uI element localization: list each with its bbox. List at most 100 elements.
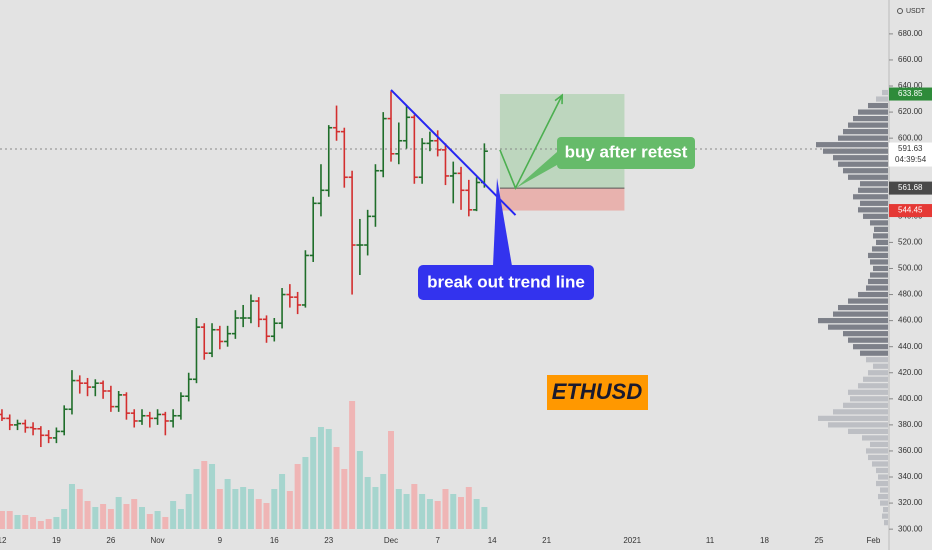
profile-bar xyxy=(866,285,888,291)
profile-bar xyxy=(876,239,888,246)
last-price-tag: 591.63 xyxy=(898,144,923,153)
y-tick-label: 620.00 xyxy=(898,107,923,116)
volume-bar xyxy=(356,451,363,529)
y-tick-label: 340.00 xyxy=(898,472,923,481)
profile-bar xyxy=(843,402,888,408)
profile-bar xyxy=(868,252,888,259)
x-tick-label: 9 xyxy=(218,536,223,545)
profile-bar xyxy=(843,129,888,135)
volume-bar xyxy=(154,511,161,529)
volume-bar xyxy=(131,499,138,529)
volume-bar xyxy=(240,487,247,529)
profile-bar xyxy=(862,435,888,441)
volume-bar xyxy=(403,494,410,529)
volume-bar xyxy=(22,515,29,529)
profile-bar xyxy=(866,448,888,454)
volume-bar xyxy=(465,487,472,529)
volume-bar xyxy=(271,489,278,529)
buy-box xyxy=(557,137,695,169)
volume-bar xyxy=(170,501,177,529)
volume-bar xyxy=(232,489,239,529)
profile-bar xyxy=(868,454,888,461)
volume-bar xyxy=(263,503,270,529)
volume-bar xyxy=(364,477,371,529)
profile-bar xyxy=(838,135,888,141)
volume-bar xyxy=(201,461,208,529)
volume-bar xyxy=(76,489,83,529)
volume-bar xyxy=(84,501,91,529)
profile-bar xyxy=(882,89,888,96)
y-tick-label: 640.00 xyxy=(898,81,923,90)
y-tick-label: 400.00 xyxy=(898,394,923,403)
y-tick-label: 300.00 xyxy=(898,524,923,533)
volume-bar xyxy=(458,497,465,529)
profile-bar xyxy=(878,493,888,500)
volume-bar xyxy=(473,499,480,529)
y-tick-label: 380.00 xyxy=(898,420,923,429)
y-tick-label: 420.00 xyxy=(898,368,923,377)
x-tick-label: 11 xyxy=(706,536,715,545)
volume-bar xyxy=(139,507,146,529)
profile-bar xyxy=(880,487,888,493)
profile-bar xyxy=(860,350,888,356)
volume-bar xyxy=(395,489,402,529)
y-tick-label: 360.00 xyxy=(898,446,923,455)
volume-bar xyxy=(177,509,184,529)
currency: USDT xyxy=(906,8,926,15)
profile-bar xyxy=(876,480,888,487)
x-tick-label: 26 xyxy=(106,536,115,545)
trend-line xyxy=(390,89,517,216)
profile-bar xyxy=(870,220,888,226)
profile-bar xyxy=(874,226,888,232)
arrow-head xyxy=(554,93,564,105)
y-tick-label: 660.00 xyxy=(898,55,923,64)
volume-bar xyxy=(224,479,231,529)
profile-bar xyxy=(848,428,888,434)
profile-bar xyxy=(848,298,888,304)
target-tag: 633.85 xyxy=(898,89,923,98)
volume-bar xyxy=(419,494,426,529)
profile-bar xyxy=(858,109,888,115)
profile-bar xyxy=(880,500,888,506)
y-tick-label: 680.00 xyxy=(898,29,923,38)
profile-bar xyxy=(866,357,888,363)
volume-bar xyxy=(123,504,130,529)
profile-bar xyxy=(850,396,888,402)
profile-bar xyxy=(878,474,888,480)
volume-bar xyxy=(255,499,262,529)
volume-bar xyxy=(279,474,286,529)
profile-bar xyxy=(868,102,888,109)
profile-bar xyxy=(823,148,888,154)
profile-bar xyxy=(848,389,888,395)
settings-icon[interactable] xyxy=(897,8,903,14)
entry-tag-bg xyxy=(889,181,932,195)
x-tick-label: 7 xyxy=(435,536,440,545)
symbol-text: ETHUSD xyxy=(552,379,643,404)
volume-bar xyxy=(388,431,395,529)
profile-bar xyxy=(838,161,888,167)
y-tick-label: 600.00 xyxy=(898,133,923,142)
profile-bar xyxy=(853,116,888,122)
volume-bar xyxy=(302,457,309,529)
x-tick-label: 25 xyxy=(815,536,824,545)
profile-bar xyxy=(863,376,888,382)
profile-bar xyxy=(838,304,888,311)
x-tick-label: Feb xyxy=(867,536,881,545)
stop-tag-bg xyxy=(889,204,932,218)
profile-bar xyxy=(868,370,888,376)
volume-bar xyxy=(325,429,332,529)
y-tick-label: 320.00 xyxy=(898,498,923,507)
volume-bar xyxy=(100,504,107,529)
volume-bar xyxy=(193,469,200,529)
profile-bar xyxy=(818,415,888,421)
profile-bar xyxy=(848,174,888,180)
profile-bar xyxy=(833,311,888,317)
y-tick-label: 460.00 xyxy=(898,316,923,325)
profile-bar xyxy=(843,331,888,337)
volume-bar xyxy=(30,517,37,529)
profile-bar xyxy=(860,181,888,187)
profile-bar xyxy=(873,265,888,272)
volume-bar xyxy=(0,511,5,529)
profile-bar xyxy=(873,233,888,239)
